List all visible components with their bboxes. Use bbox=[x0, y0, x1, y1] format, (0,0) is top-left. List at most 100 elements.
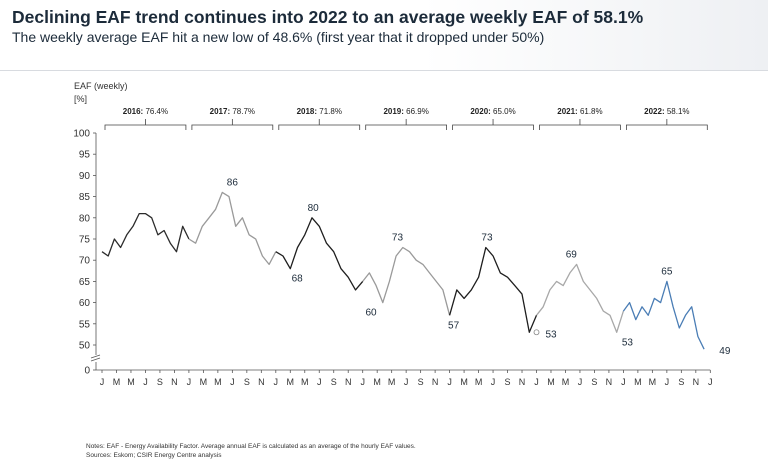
annual-average-label: 2022: 58.1% bbox=[644, 107, 689, 116]
x-tick-label: J bbox=[708, 377, 713, 387]
series-line-2018 bbox=[275, 217, 364, 291]
x-tick-label: J bbox=[317, 377, 322, 387]
x-tick-label: N bbox=[432, 377, 439, 387]
x-tick-label: S bbox=[244, 377, 250, 387]
sources-line: Sources: Eskom; CSIR Energy Centre analy… bbox=[86, 452, 222, 459]
x-tick-label: M bbox=[460, 377, 468, 387]
series-line-2021 bbox=[535, 263, 625, 333]
series-line-2020 bbox=[448, 246, 538, 333]
series-line-2022 bbox=[622, 280, 705, 350]
annual-average-label: 2018: 71.8% bbox=[297, 107, 342, 116]
x-tick-label: N bbox=[519, 377, 526, 387]
y-tick-label: 55 bbox=[79, 319, 91, 330]
x-tick-label: N bbox=[258, 377, 265, 387]
data-annotation: 86 bbox=[227, 177, 239, 188]
x-tick-label: S bbox=[591, 377, 597, 387]
y-tick-label: 70 bbox=[79, 256, 91, 267]
year-bracket bbox=[191, 119, 274, 130]
data-annotation: 80 bbox=[308, 203, 320, 214]
x-tick-label: S bbox=[331, 377, 337, 387]
x-tick-label: M bbox=[214, 377, 222, 387]
header-band bbox=[0, 0, 768, 71]
notes-line: Notes: EAF - Energy Availability Factor.… bbox=[86, 443, 416, 450]
data-annotation: 60 bbox=[365, 308, 377, 319]
x-tick-label: M bbox=[562, 377, 570, 387]
footnotes: Notes: EAF - Energy Availability Factor.… bbox=[86, 442, 416, 460]
year-bracket bbox=[104, 119, 187, 130]
x-tick-label: N bbox=[345, 377, 352, 387]
axis-break-icon bbox=[90, 354, 101, 362]
year-bracket bbox=[626, 119, 708, 130]
y-axis-unit: [%] bbox=[74, 94, 88, 104]
x-tick-label: N bbox=[171, 377, 178, 387]
y-tick-label: 85 bbox=[79, 192, 91, 203]
x-tick-label: M bbox=[475, 377, 483, 387]
data-annotation: 73 bbox=[481, 232, 493, 243]
data-annotation: 73 bbox=[392, 232, 404, 243]
y-axis-title: EAF (weekly) bbox=[74, 81, 128, 91]
x-tick-label: J bbox=[100, 377, 105, 387]
x-tick-label: J bbox=[143, 377, 148, 387]
x-tick-label: M bbox=[200, 377, 208, 387]
data-annotation: 65 bbox=[661, 266, 673, 277]
x-tick-label: M bbox=[113, 377, 121, 387]
x-tick-label: J bbox=[230, 377, 235, 387]
low-point-marker bbox=[533, 329, 540, 336]
annual-average-label: 2021: 61.8% bbox=[557, 107, 602, 116]
x-tick-label: M bbox=[301, 377, 309, 387]
data-annotation: 49 bbox=[719, 346, 731, 357]
x-tick-label: M bbox=[388, 377, 396, 387]
data-annotation: 57 bbox=[448, 320, 460, 331]
y-axis-label: EAF (weekly) [%] bbox=[74, 80, 128, 106]
x-tick-label: J bbox=[404, 377, 409, 387]
x-tick-label: M bbox=[649, 377, 657, 387]
x-tick-label: J bbox=[621, 377, 626, 387]
y-tick-label: 65 bbox=[79, 277, 91, 288]
year-bracket bbox=[365, 119, 447, 130]
year-bracket bbox=[452, 119, 534, 130]
y-tick-label: 90 bbox=[79, 171, 91, 182]
x-tick-label: N bbox=[693, 377, 700, 387]
annual-average-label: 2017: 78.7% bbox=[210, 107, 255, 116]
y-tick-label: 75 bbox=[79, 235, 91, 246]
data-annotation: 53 bbox=[622, 337, 634, 348]
series-line-2016 bbox=[101, 212, 190, 257]
x-tick-label: M bbox=[547, 377, 555, 387]
x-tick-label: M bbox=[373, 377, 381, 387]
x-tick-label: N bbox=[606, 377, 613, 387]
x-tick-label: S bbox=[678, 377, 684, 387]
series-line-2017 bbox=[188, 191, 277, 266]
x-tick-label: J bbox=[447, 377, 452, 387]
annual-average-label: 2020: 65.0% bbox=[470, 107, 515, 116]
x-tick-label: J bbox=[578, 377, 583, 387]
x-tick-label: J bbox=[274, 377, 279, 387]
annual-average-label: 2016: 76.4% bbox=[123, 107, 168, 116]
x-tick-label: J bbox=[665, 377, 670, 387]
page-subtitle: The weekly average EAF hit a new low of … bbox=[12, 29, 545, 45]
year-bracket bbox=[539, 119, 621, 130]
x-tick-label: S bbox=[505, 377, 511, 387]
data-annotation: 53 bbox=[546, 329, 558, 340]
y-tick-label: 100 bbox=[73, 129, 90, 140]
x-tick-label: M bbox=[287, 377, 295, 387]
y-tick-label: 60 bbox=[79, 298, 91, 309]
y-tick-label: 80 bbox=[79, 213, 91, 224]
y-tick-label: 0 bbox=[84, 366, 90, 377]
data-annotation: 69 bbox=[566, 249, 578, 260]
x-tick-label: J bbox=[491, 377, 496, 387]
year-bracket bbox=[278, 119, 361, 130]
x-tick-label: J bbox=[187, 377, 192, 387]
x-tick-label: S bbox=[418, 377, 424, 387]
x-tick-label: S bbox=[157, 377, 163, 387]
x-tick-label: J bbox=[534, 377, 539, 387]
x-tick-label: M bbox=[634, 377, 642, 387]
annual-average-label: 2019: 66.9% bbox=[383, 107, 428, 116]
page-title: Declining EAF trend continues into 2022 … bbox=[12, 7, 644, 27]
x-tick-label: J bbox=[360, 377, 365, 387]
y-tick-label: 95 bbox=[79, 150, 91, 161]
data-annotation: 68 bbox=[292, 274, 304, 285]
y-tick-label: 50 bbox=[79, 341, 91, 352]
x-tick-label: M bbox=[127, 377, 135, 387]
series-line-2019 bbox=[362, 246, 451, 316]
